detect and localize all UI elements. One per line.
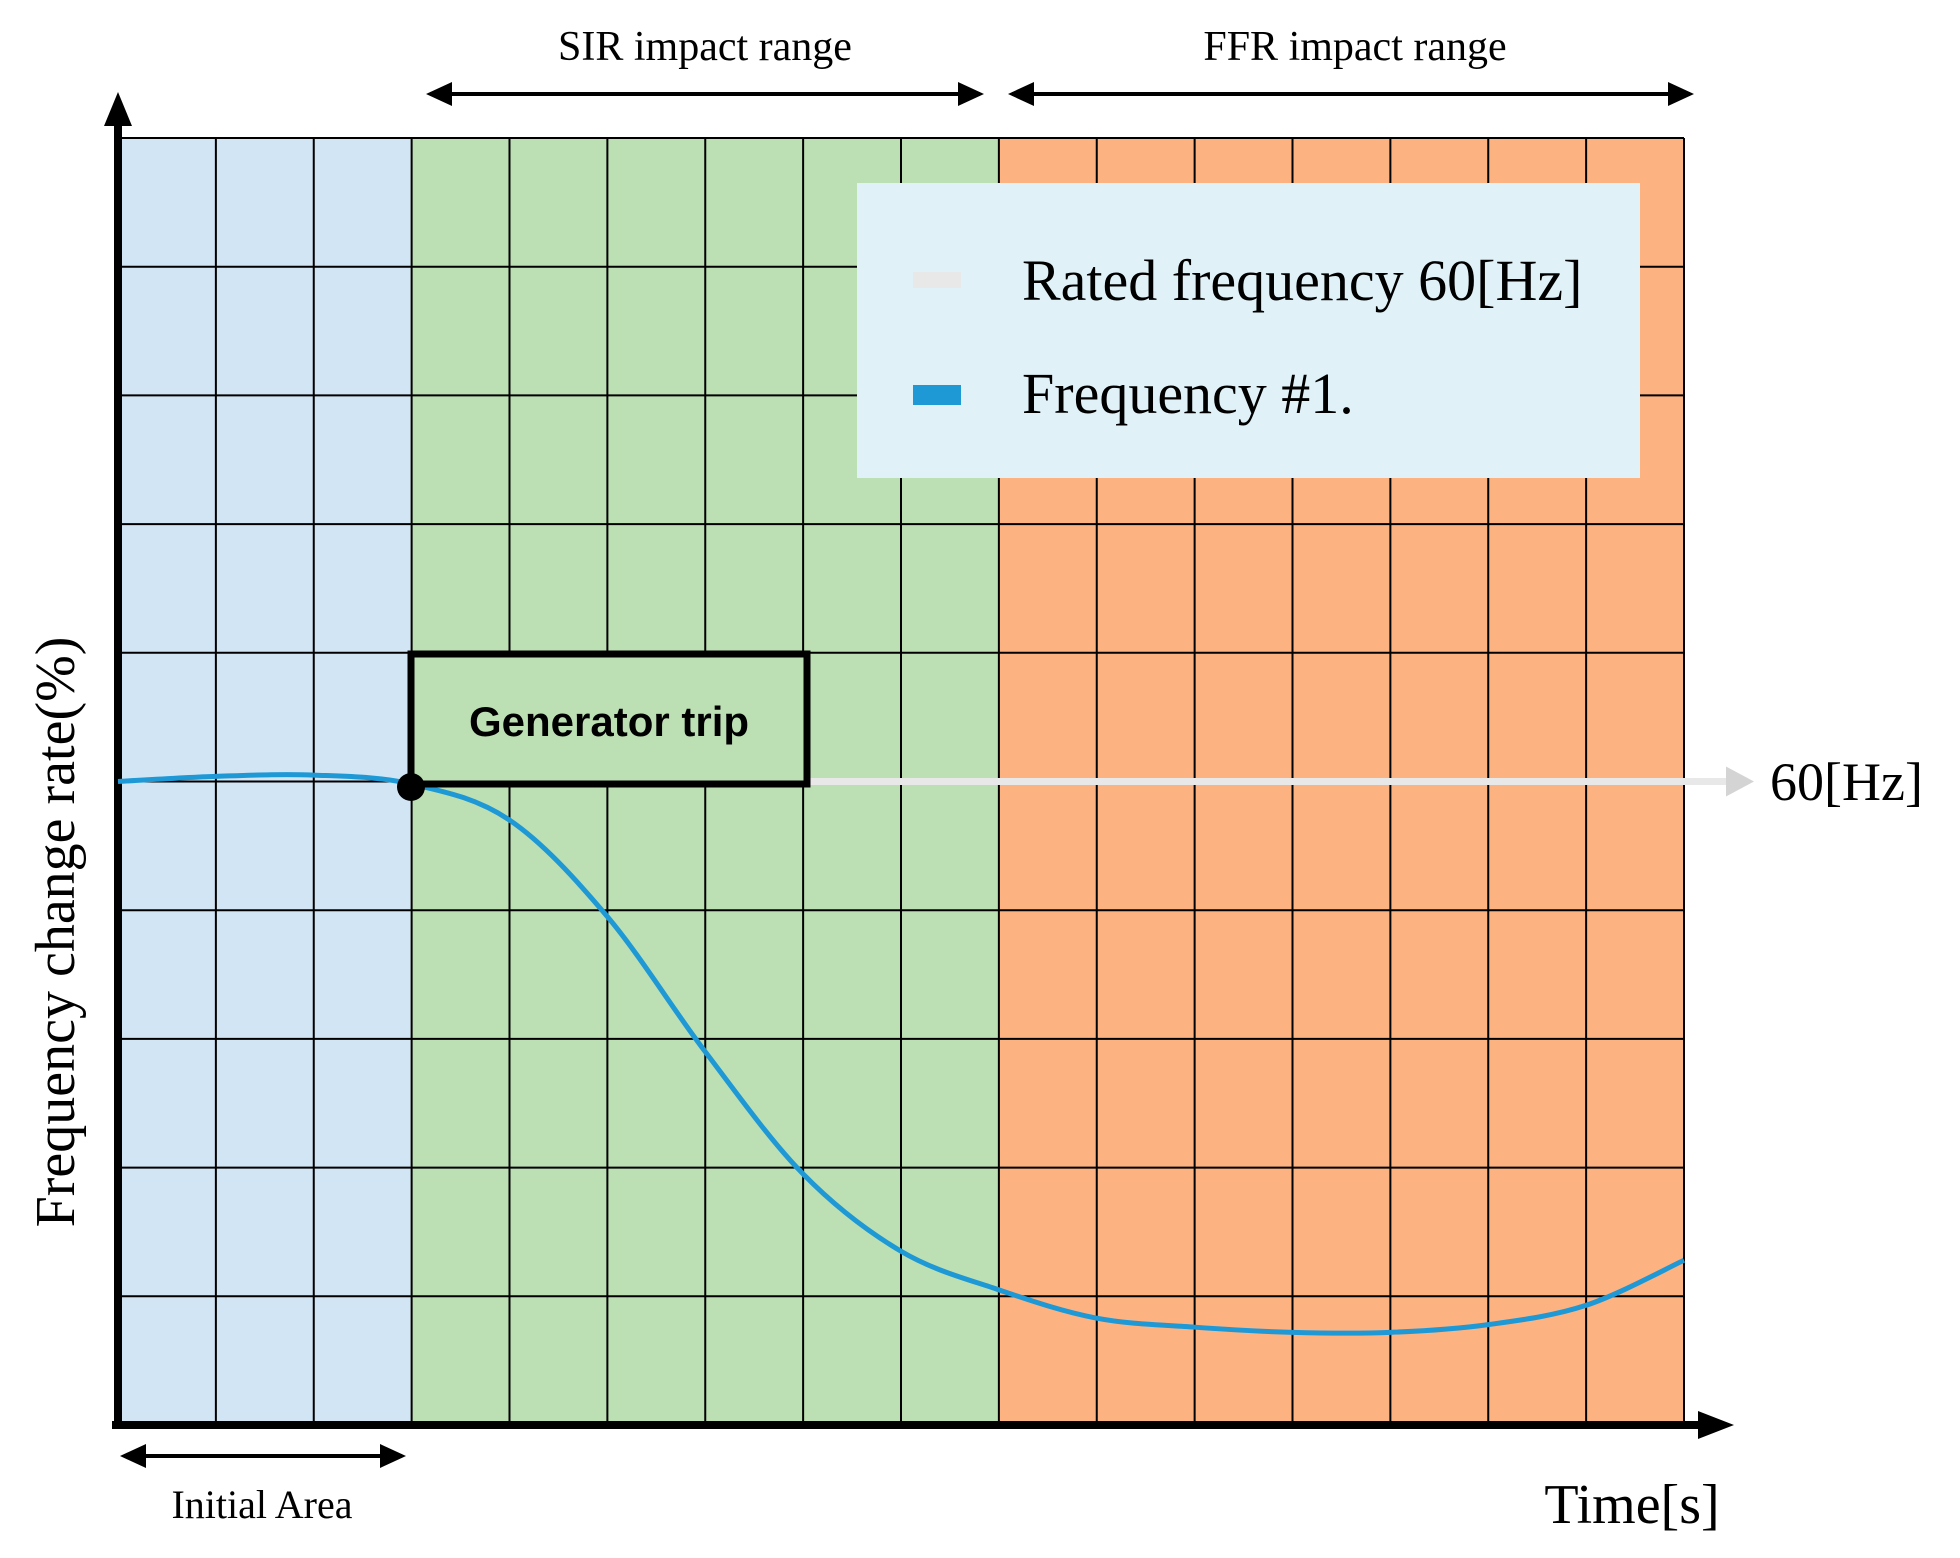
rated-frequency-label: 60[Hz] bbox=[1770, 752, 1923, 812]
sir-range-label: SIR impact range bbox=[558, 24, 852, 70]
generator-trip-point bbox=[397, 773, 425, 801]
initial-arrow-right-head bbox=[380, 1444, 406, 1468]
legend-box bbox=[857, 183, 1640, 478]
range-arrows bbox=[120, 82, 1694, 1468]
initial-arrow-left-head bbox=[120, 1444, 146, 1468]
y-axis-label: Frequency change rate(%) bbox=[25, 637, 87, 1228]
initial-area-label: Initial Area bbox=[171, 1482, 352, 1527]
sir-arrow-right-head bbox=[958, 82, 984, 106]
generator-trip-label: Generator trip bbox=[469, 698, 749, 745]
legend-label-rated: Rated frequency 60[Hz] bbox=[1022, 248, 1582, 313]
y-axis-arrowhead bbox=[104, 92, 132, 126]
legend: Rated frequency 60[Hz] Frequency #1. bbox=[857, 183, 1640, 478]
rated-frequency-arrowhead bbox=[1726, 766, 1754, 797]
legend-label-frequency: Frequency #1. bbox=[1022, 361, 1354, 426]
sir-arrow-left-head bbox=[426, 82, 452, 106]
axes bbox=[104, 92, 1734, 1439]
ffr-arrow-left-head bbox=[1008, 82, 1034, 106]
legend-swatch-rated bbox=[913, 272, 961, 288]
generator-trip-box bbox=[407, 650, 811, 788]
legend-swatch-frequency bbox=[913, 385, 961, 405]
ffr-arrow-right-head bbox=[1668, 82, 1694, 106]
ffr-range-label: FFR impact range bbox=[1203, 24, 1506, 70]
x-axis-arrowhead bbox=[1698, 1411, 1734, 1439]
x-axis-label: Time[s] bbox=[1544, 1474, 1719, 1536]
